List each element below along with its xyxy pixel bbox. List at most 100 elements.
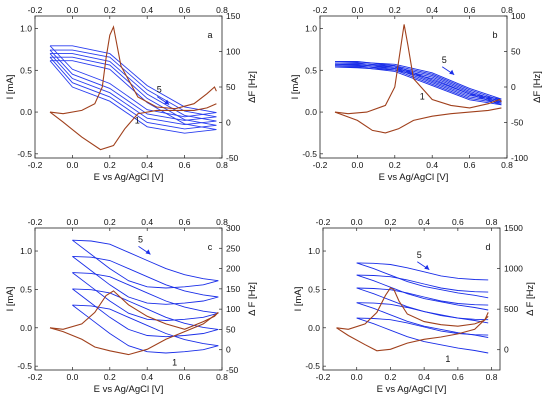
- frequency-cycle-3-reverse: [49, 53, 217, 126]
- x-tick-label-bottom: 0.6: [464, 160, 476, 170]
- y-right-tick-label: 150: [226, 11, 240, 21]
- y-left-tick-label: 0.0: [20, 107, 32, 117]
- y-right-tick-label: -50: [226, 365, 239, 375]
- x-tick-label-top: 0.4: [426, 5, 438, 15]
- current-cv-reverse: [49, 311, 219, 356]
- plot-frame: [319, 15, 508, 159]
- frequency-cycle-4-reverse: [49, 56, 217, 130]
- panel-b: -0.2 0.0 0.2 0.4 0.6 0.8 -0.2 0.0 0.2 0.4 0.6 0.8 -0…: [290, 5, 543, 183]
- x-tick-label-top: 0.0: [351, 5, 363, 15]
- x-tick-label-top: 0.6: [452, 217, 464, 227]
- y-right-tick-label: 0: [504, 345, 509, 355]
- y-right-tick-label: 1000: [504, 264, 523, 274]
- x-tick-label-top: -0.2: [28, 217, 43, 227]
- x-tick-label-top: 0.2: [385, 217, 397, 227]
- y-right-tick-label: 500: [504, 304, 518, 314]
- y-left-axis-title: I [mA]: [5, 75, 16, 100]
- frequency-cycle-5-reverse: [335, 60, 502, 100]
- frequency-cycle-3-forward: [50, 53, 217, 122]
- x-tick-label-bottom: 0.4: [426, 160, 438, 170]
- y-right-tick-label: -50: [226, 153, 239, 163]
- x-tick-label-bottom: 0.6: [179, 160, 191, 170]
- y-right-tick-label: -50: [511, 118, 524, 128]
- x-tick-label-top: 0.6: [464, 5, 476, 15]
- x-tick-label-top: 0.2: [104, 5, 116, 15]
- y-right-axis-title: ΔF [Hz]: [247, 71, 258, 103]
- x-tick-label-bottom: 0.4: [141, 160, 153, 170]
- cycle-5-label: 5: [157, 85, 162, 95]
- x-tick-label-top: 0.8: [216, 5, 228, 15]
- y-left-tick-label: 1.0: [20, 246, 32, 256]
- x-tick-label-bottom: 0.8: [216, 160, 228, 170]
- y-right-tick-label: 0: [226, 118, 231, 128]
- x-tick-label-top: 0.0: [66, 217, 78, 227]
- frequency-cycle-1-forward: [50, 45, 217, 114]
- y-right-axis-title: Δ F [Hz]: [247, 282, 258, 316]
- panel-label: d: [485, 242, 490, 252]
- y-left-tick-label: 0.5: [305, 65, 317, 75]
- current-cv-forward: [49, 25, 217, 115]
- x-tick-label-bottom: -0.2: [316, 372, 331, 382]
- cycle-5-label: 5: [442, 55, 447, 65]
- x-tick-label-bottom: -0.2: [313, 160, 328, 170]
- x-axis-title: E vs Ag/AgCl [V]: [377, 384, 447, 395]
- y-right-tick-label: 50: [226, 82, 236, 92]
- y-left-tick-label: 0.5: [308, 284, 320, 294]
- plot-frame: [34, 227, 223, 371]
- frequency-cycle-2-forward: [50, 49, 217, 118]
- frequency-cycle-3-reverse: [72, 272, 219, 321]
- cycle-1-label: 1: [135, 116, 140, 126]
- frequency-cycle-5-reverse: [356, 262, 489, 299]
- y-right-tick-label: 1500: [504, 223, 523, 233]
- x-tick-label-bottom: -0.2: [28, 372, 43, 382]
- y-right-tick-label: 0: [226, 345, 231, 355]
- y-left-axis-title: I [mA]: [5, 287, 16, 312]
- x-tick-label-bottom: 0.2: [389, 160, 401, 170]
- y-right-tick-label: -100: [511, 153, 528, 163]
- x-tick-label-bottom: 0.0: [66, 160, 78, 170]
- plot-frame: [322, 227, 501, 371]
- x-tick-label-bottom: 0.0: [66, 372, 78, 382]
- x-tick-label-bottom: 0.6: [452, 372, 464, 382]
- frequency-cycle-2-reverse: [49, 49, 217, 121]
- scan-direction-arrowhead: [145, 249, 151, 255]
- y-left-axis-title: I [mA]: [290, 75, 301, 100]
- y-right-axis-title: Δ F [Hz]: [525, 282, 536, 316]
- x-tick-label-top: 0.2: [104, 217, 116, 227]
- cycle-5-label: 5: [138, 234, 143, 244]
- x-tick-label-top: 0.6: [179, 217, 191, 227]
- x-tick-label-top: 0.8: [501, 5, 513, 15]
- y-left-tick-label: -0.5: [17, 361, 32, 371]
- x-tick-label-bottom: 0.0: [351, 160, 363, 170]
- y-right-tick-label: 300: [226, 223, 240, 233]
- x-tick-label-bottom: 0.8: [486, 372, 498, 382]
- frequency-cycle-1-reverse: [72, 304, 219, 354]
- frequency-cycle-4-reverse: [335, 62, 502, 101]
- frequency-cycle-4-forward: [72, 255, 219, 298]
- scan-direction-arrowhead: [424, 264, 430, 270]
- x-tick-label-bottom: 0.4: [141, 372, 153, 382]
- y-right-tick-label: 100: [226, 47, 240, 57]
- frequency-cycle-3-reverse: [356, 287, 489, 324]
- panel-label: c: [208, 242, 213, 252]
- frequency-cycle-5-forward: [334, 60, 502, 100]
- y-right-tick-label: 50: [226, 324, 236, 334]
- cycle-1-label: 1: [445, 354, 450, 364]
- panel-label: b: [492, 30, 497, 40]
- x-tick-label-top: -0.2: [316, 217, 331, 227]
- x-tick-label-bottom: -0.2: [28, 160, 43, 170]
- y-right-tick-label: 200: [226, 264, 240, 274]
- y-left-tick-label: 1.0: [20, 24, 32, 34]
- x-axis-title: E vs Ag/AgCl [V]: [94, 172, 164, 183]
- cycle-1-label: 1: [172, 358, 177, 368]
- y-left-tick-label: 0.0: [308, 323, 320, 333]
- x-tick-label-top: 0.8: [486, 217, 498, 227]
- x-tick-label-top: 0.4: [141, 5, 153, 15]
- x-tick-label-bottom: 0.4: [418, 372, 430, 382]
- y-right-tick-label: 0: [511, 82, 516, 92]
- frequency-cycle-5-forward: [72, 239, 219, 282]
- x-tick-label-top: 0.0: [66, 5, 78, 15]
- x-tick-label-top: -0.2: [313, 5, 328, 15]
- panel-a: -0.2 0.0 0.2 0.4 0.6 0.8 -0.2 0.0 0.2 0.4 0.6 0.8 -0…: [5, 5, 258, 183]
